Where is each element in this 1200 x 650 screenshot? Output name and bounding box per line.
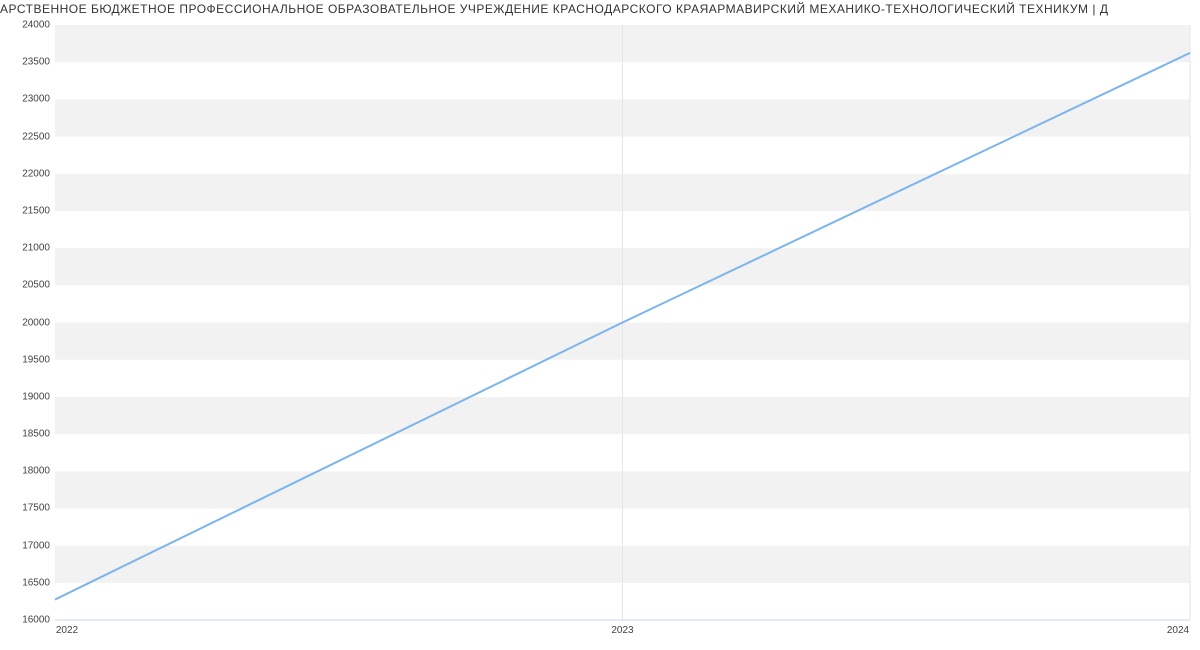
- y-tick-label: 16000: [22, 615, 50, 626]
- y-tick-label: 24000: [22, 20, 50, 31]
- y-tick-label: 21000: [22, 243, 50, 254]
- chart-title: АРСТВЕННОЕ БЮДЖЕТНОЕ ПРОФЕССИОНАЛЬНОЕ ОБ…: [0, 2, 1200, 16]
- y-tick-label: 18500: [22, 429, 50, 440]
- y-tick-label: 22500: [22, 131, 50, 142]
- y-tick-label: 19500: [22, 354, 50, 365]
- y-tick-label: 20500: [22, 280, 50, 291]
- y-tick-label: 20000: [22, 317, 50, 328]
- y-tick-label: 23500: [22, 57, 50, 68]
- y-tick-label: 19000: [22, 391, 50, 402]
- y-tick-label: 17500: [22, 503, 50, 514]
- y-tick-label: 21500: [22, 205, 50, 216]
- x-tick-label: 2024: [1167, 625, 1189, 636]
- chart-plot: [55, 25, 1190, 620]
- y-tick-label: 22000: [22, 168, 50, 179]
- y-tick-label: 17000: [22, 540, 50, 551]
- y-tick-label: 23000: [22, 94, 50, 105]
- chart-container: АРСТВЕННОЕ БЮДЖЕТНОЕ ПРОФЕССИОНАЛЬНОЕ ОБ…: [0, 0, 1200, 650]
- x-tick-label: 2022: [56, 625, 78, 636]
- x-tick-label: 2023: [611, 625, 633, 636]
- y-tick-label: 18000: [22, 466, 50, 477]
- y-tick-label: 16500: [22, 577, 50, 588]
